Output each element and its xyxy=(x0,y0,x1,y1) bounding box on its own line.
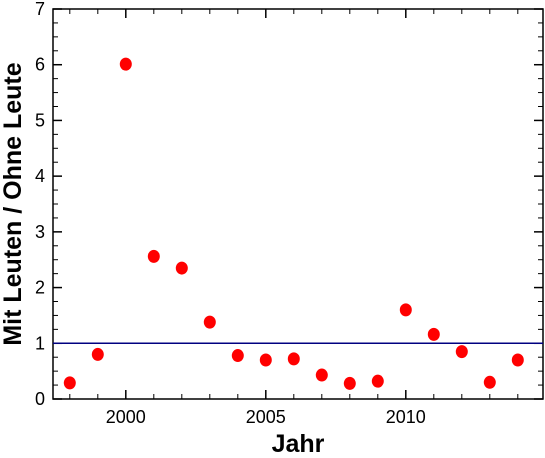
data-point xyxy=(343,376,356,390)
data-point xyxy=(91,347,104,361)
y-tick-label: 7 xyxy=(35,0,45,19)
y-axis-label: Mit Leuten / Ohne Leute xyxy=(0,62,27,345)
data-point xyxy=(231,349,244,363)
data-point xyxy=(147,249,160,263)
y-tick-label: 6 xyxy=(35,55,45,75)
data-point xyxy=(371,374,384,388)
y-tick-label: 4 xyxy=(35,166,45,186)
data-point xyxy=(259,353,272,367)
data-points xyxy=(63,57,524,390)
data-point xyxy=(427,327,440,341)
data-point xyxy=(119,57,132,71)
x-axis-label: Jahr xyxy=(272,430,325,458)
x-tick-label: 2010 xyxy=(386,407,426,427)
x-axis-ticks: 2000 2005 2010 xyxy=(69,9,519,427)
x-tick-label: 2000 xyxy=(106,407,146,427)
y-tick-label: 1 xyxy=(35,333,45,353)
data-point xyxy=(399,303,412,317)
data-point xyxy=(483,375,496,389)
data-point xyxy=(203,315,216,329)
y-tick-label: 0 xyxy=(35,389,45,409)
y-tick-label: 5 xyxy=(35,110,45,130)
data-point xyxy=(315,368,328,382)
data-point xyxy=(455,345,468,359)
y-tick-label: 2 xyxy=(35,278,45,298)
y-axis-ticks: 0 1 2 3 4 5 6 7 xyxy=(35,0,543,409)
data-point xyxy=(63,376,76,390)
y-tick-label: 3 xyxy=(35,222,45,242)
data-point xyxy=(511,353,524,367)
data-point xyxy=(175,261,188,275)
data-point xyxy=(287,352,300,366)
x-tick-label: 2005 xyxy=(246,407,286,427)
